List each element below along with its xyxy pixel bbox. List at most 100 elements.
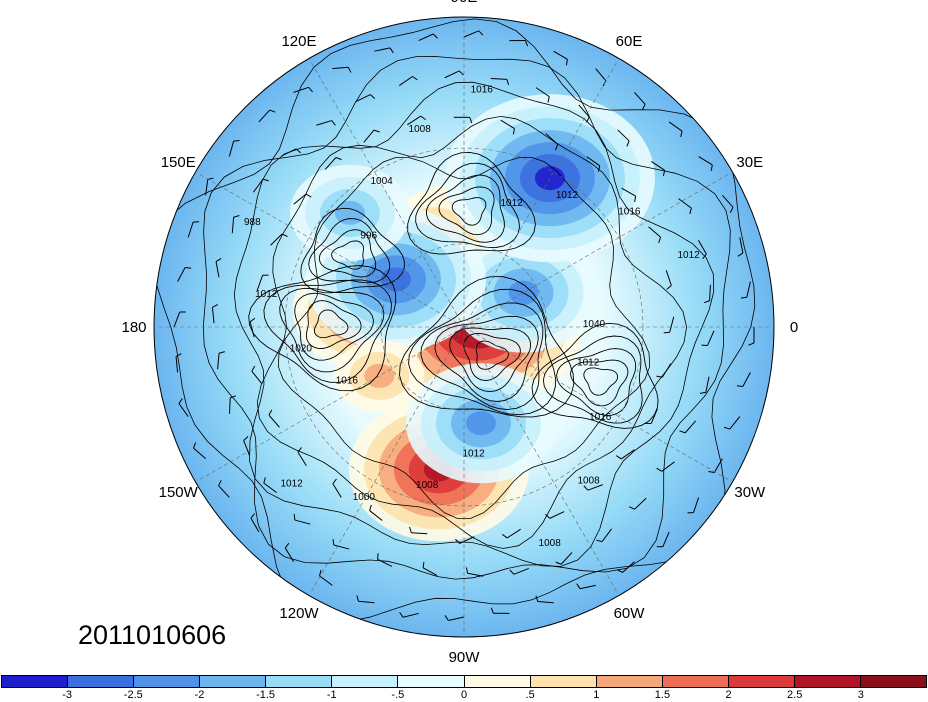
colorbar-swatch <box>530 676 597 687</box>
isobar <box>438 186 495 236</box>
longitude-label: 60E <box>616 33 643 50</box>
wind-barb <box>490 607 510 614</box>
wind-barb <box>211 304 219 324</box>
wind-barb <box>617 561 635 573</box>
colorbar-tick-label: -.5 <box>391 689 405 701</box>
meridian <box>463 326 731 481</box>
wind-barb <box>455 536 475 544</box>
contour-label: 1012 <box>677 250 700 261</box>
wind-barb <box>535 595 554 604</box>
isobar <box>331 240 364 270</box>
wind-barb <box>243 436 250 456</box>
colorbar-tick-label: -1.5 <box>256 689 276 701</box>
wind-barb <box>648 226 662 244</box>
colorbar-swatch <box>662 676 729 687</box>
wind-barb <box>687 497 700 514</box>
colorbar-tick-label: 1 <box>593 689 600 701</box>
contour-label: 1012 <box>280 479 303 490</box>
map-boundary <box>153 16 775 638</box>
wind-barb <box>263 477 278 493</box>
contour-label: 1020 <box>290 343 313 354</box>
contour-label: 1040 <box>583 319 606 330</box>
longitude-label: 30W <box>734 484 766 501</box>
contour-label: 988 <box>244 217 261 228</box>
wind-barb <box>297 447 307 467</box>
wind-barb <box>270 233 288 246</box>
colorbar-swatch <box>2 676 69 687</box>
wind-barb <box>656 531 670 548</box>
wind-barb <box>332 66 352 73</box>
isobar <box>294 292 374 361</box>
longitude-label: 180 <box>121 319 146 336</box>
meridian <box>463 173 731 328</box>
colorbar-swatch <box>266 676 333 687</box>
wind-barb <box>218 480 230 498</box>
wind-barb <box>748 327 755 346</box>
wind-barb <box>268 409 280 428</box>
wind-barb <box>332 478 342 498</box>
isobar <box>248 265 397 392</box>
wind-barb <box>596 528 613 543</box>
contour-label: 1016 <box>336 375 359 386</box>
wind-barb <box>490 77 510 86</box>
isobar <box>308 218 391 284</box>
contour-label: 1012 <box>500 198 523 209</box>
contour-label: 1012 <box>556 190 579 201</box>
wind-barb <box>651 160 666 177</box>
wind-barb <box>231 215 240 234</box>
wind-barb <box>578 104 590 123</box>
isobar <box>556 348 637 416</box>
colorbar-tick-label: -2.5 <box>123 689 143 701</box>
wind-barb <box>535 87 550 103</box>
wind-barb <box>703 284 711 304</box>
wind-barb <box>444 70 464 79</box>
wind-barb <box>377 553 393 567</box>
wind-barb <box>500 119 515 135</box>
parallel <box>380 243 548 411</box>
isobar <box>318 229 377 278</box>
contour-label: 1012 <box>462 449 485 460</box>
wind-barb <box>250 513 260 533</box>
contour-label: 1016 <box>618 206 641 217</box>
graticule <box>156 19 772 635</box>
wind-barb <box>407 115 426 126</box>
wind-barb <box>645 408 658 425</box>
wind-barb <box>187 221 200 238</box>
colorbar-tick-label: 2.5 <box>787 689 803 701</box>
wind-barb <box>177 267 192 282</box>
wind-barb <box>736 372 751 387</box>
isobar <box>408 288 556 416</box>
wind-barb <box>465 567 484 577</box>
wind-barb <box>355 94 376 102</box>
wind-barbs <box>173 30 755 621</box>
isobar <box>313 309 349 339</box>
wind-barb <box>502 528 521 539</box>
wind-barb <box>621 187 637 203</box>
colorbar-swatch <box>68 676 135 687</box>
wind-barb <box>679 420 697 434</box>
wind-barb <box>701 330 715 346</box>
polar-map: 1012 1016 1008 1008 1012 1008 1000 1012 1016 1020… <box>121 0 798 666</box>
wind-barb <box>229 395 237 414</box>
map-disc: 1012 1016 1008 1008 1012 1008 1000 1012 1016 1020… <box>154 17 774 637</box>
colorbar-swatch <box>134 676 201 687</box>
meridian <box>463 60 618 328</box>
contour-label: 1012 <box>577 357 600 368</box>
wind-barb <box>555 552 573 565</box>
wind-barb <box>398 76 418 86</box>
colorbar-tick-label: .5 <box>525 689 535 701</box>
wind-barb <box>249 317 256 338</box>
wind-barb <box>293 86 313 93</box>
contour-labels: 1012 1016 1008 1008 1012 1008 1000 1012 1016 1020… <box>244 85 700 549</box>
wind-barb <box>698 239 707 260</box>
wind-barb <box>178 398 189 417</box>
isobar <box>263 279 392 383</box>
wind-barb <box>256 274 269 291</box>
wind-barb <box>698 156 713 171</box>
isobar <box>300 207 405 294</box>
wind-barb <box>324 157 342 170</box>
wind-barb <box>708 458 723 473</box>
isobar <box>451 197 487 226</box>
wind-barb <box>586 156 601 172</box>
wind-barb <box>740 281 751 299</box>
